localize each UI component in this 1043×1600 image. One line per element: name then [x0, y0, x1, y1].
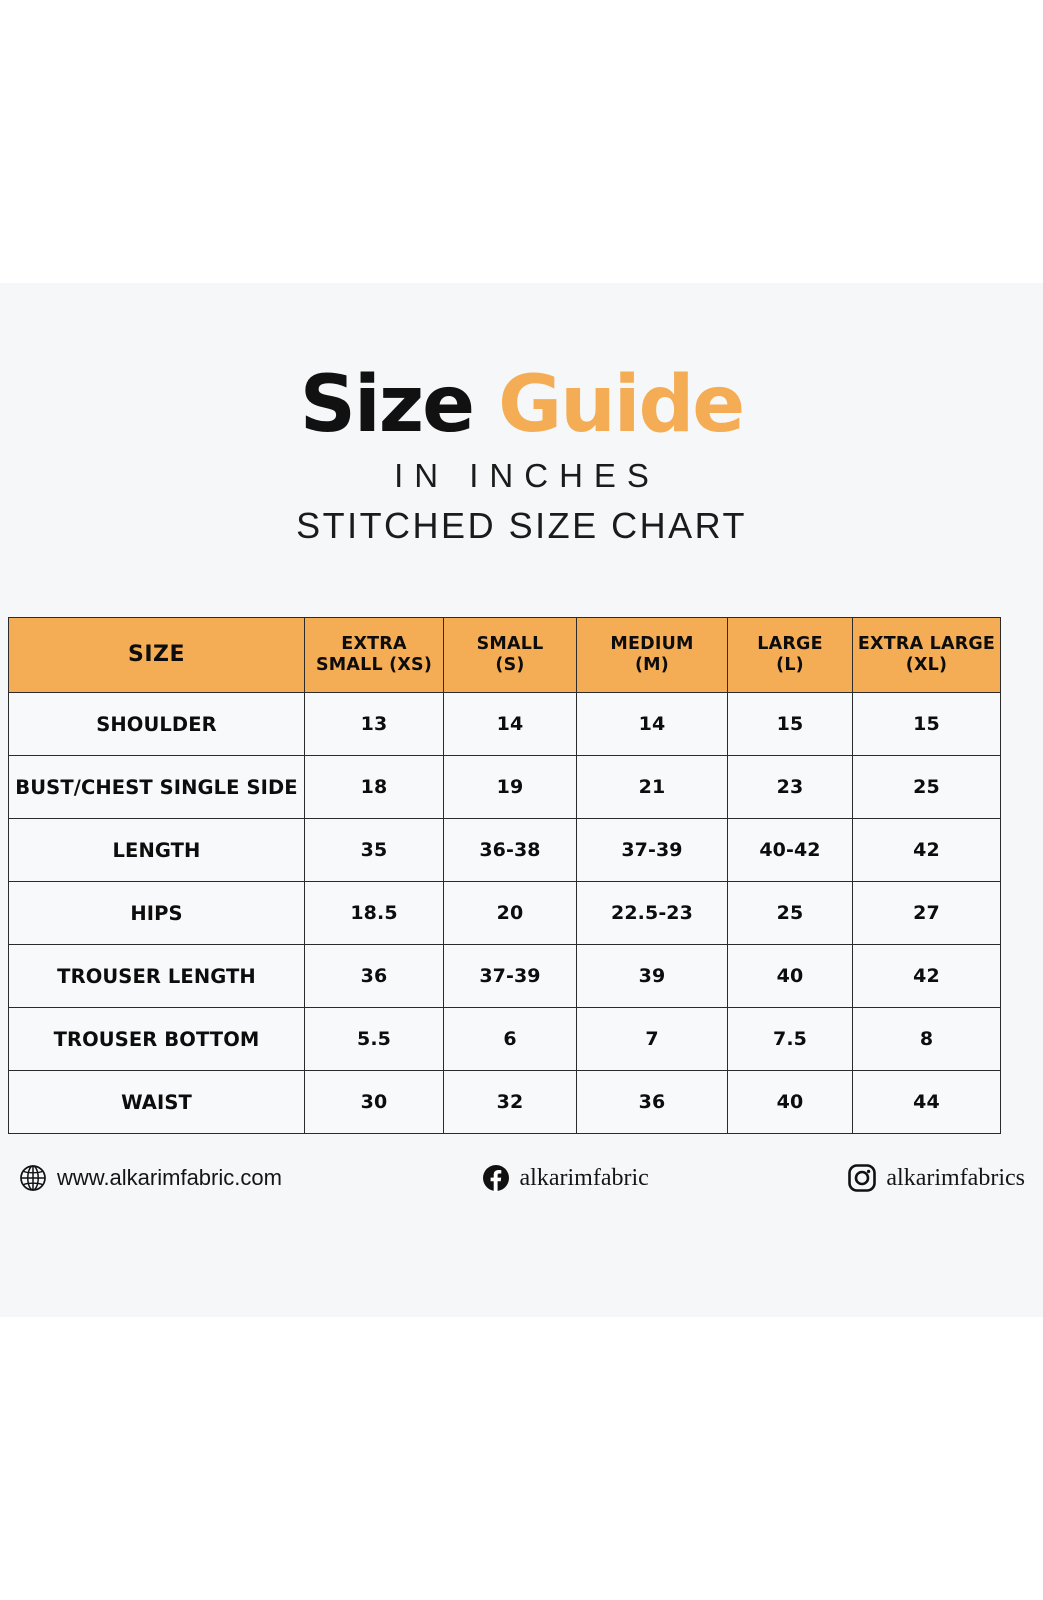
row-label-trouser-length: TROUSER LENGTH	[8, 944, 305, 1008]
cell-shoulder-s: 14	[443, 692, 577, 756]
footer-facebook[interactable]: alkarimfabric	[282, 1163, 847, 1193]
column-header-xl-line1: EXTRA LARGE	[857, 633, 996, 654]
column-header-xs-line1: EXTRA	[341, 633, 407, 654]
row-label-waist: WAIST	[8, 1070, 305, 1134]
cell-length-s: 36-38	[443, 818, 577, 882]
cell-trouser-bottom-l: 7.5	[727, 1007, 853, 1071]
footer-instagram-label: alkarimfabrics	[886, 1164, 1025, 1191]
cell-waist-m: 36	[576, 1070, 728, 1134]
column-header-s: SMALL (S)	[443, 617, 577, 693]
column-header-m-line1: MEDIUM	[610, 633, 694, 654]
cell-trouser-length-m: 39	[576, 944, 728, 1008]
cell-trouser-bottom-s: 6	[443, 1007, 577, 1071]
cell-bust-l: 23	[727, 755, 853, 819]
title-block: Size Guide IN INCHES STITCHED SIZE CHART	[0, 283, 1043, 547]
subtitle-units: IN INCHES	[394, 457, 660, 495]
table-body: SHOULDER 13 14 14 15 15 BUST/CHEST SINGL…	[8, 692, 1001, 1134]
cell-length-m: 37-39	[576, 818, 728, 882]
column-header-size-line1: SIZE	[127, 641, 185, 667]
cell-hips-s: 20	[443, 881, 577, 945]
column-header-xs-line2: SMALL (XS)	[315, 655, 433, 675]
row-label-length: LENGTH	[8, 818, 305, 882]
cell-trouser-length-l: 40	[727, 944, 853, 1008]
cell-bust-xl: 25	[852, 755, 1001, 819]
cell-bust-s: 19	[443, 755, 577, 819]
cell-shoulder-xl: 15	[852, 692, 1001, 756]
size-chart-table-wrapper: SIZE EXTRA SMALL (XS) SMALL (S) MEDIUM (M) …	[8, 617, 1001, 1134]
table-row: TROUSER BOTTOM 5.5 6 7 7.5 8	[8, 1007, 1001, 1071]
row-label-trouser-bottom: TROUSER BOTTOM	[8, 1007, 305, 1071]
column-header-s-line1: SMALL	[476, 633, 544, 654]
table-row: SHOULDER 13 14 14 15 15	[8, 692, 1001, 756]
page-title: Size Guide	[0, 366, 1043, 444]
cell-trouser-length-xs: 36	[304, 944, 444, 1008]
cell-hips-m: 22.5-23	[576, 881, 728, 945]
cell-hips-xs: 18.5	[304, 881, 444, 945]
cell-shoulder-xs: 13	[304, 692, 444, 756]
globe-icon	[18, 1163, 48, 1193]
cell-trouser-length-xl: 42	[852, 944, 1001, 1008]
table-row: TROUSER LENGTH 36 37-39 39 40 42	[8, 944, 1001, 1008]
content-panel: Size Guide IN INCHES STITCHED SIZE CHART…	[0, 283, 1043, 1317]
cell-trouser-bottom-m: 7	[576, 1007, 728, 1071]
footer: www.alkarimfabric.com alkarimfabric	[0, 1163, 1043, 1193]
footer-facebook-label: alkarimfabric	[519, 1164, 649, 1191]
column-header-m: MEDIUM (M)	[576, 617, 728, 693]
column-header-xs: EXTRA SMALL (XS)	[304, 617, 444, 693]
size-chart-table: SIZE EXTRA SMALL (XS) SMALL (S) MEDIUM (M) …	[8, 617, 1001, 1134]
row-label-bust-chest: BUST/CHEST SINGLE SIDE	[8, 755, 305, 819]
footer-instagram[interactable]: alkarimfabrics	[847, 1163, 1025, 1193]
table-row: BUST/CHEST SINGLE SIDE 18 19 21 23 25	[8, 755, 1001, 819]
facebook-icon	[481, 1163, 511, 1193]
cell-hips-xl: 27	[852, 881, 1001, 945]
column-header-l-line1: LARGE	[757, 633, 823, 654]
column-header-xl-line2: (XL)	[905, 655, 948, 675]
table-header-row: SIZE EXTRA SMALL (XS) SMALL (S) MEDIUM (M) …	[8, 617, 1001, 693]
cell-waist-xl: 44	[852, 1070, 1001, 1134]
cell-length-xl: 42	[852, 818, 1001, 882]
cell-waist-xs: 30	[304, 1070, 444, 1134]
table-row: WAIST 30 32 36 40 44	[8, 1070, 1001, 1134]
footer-website-label: www.alkarimfabric.com	[57, 1165, 282, 1190]
table-row: LENGTH 35 36-38 37-39 40-42 42	[8, 818, 1001, 882]
cell-trouser-length-s: 37-39	[443, 944, 577, 1008]
cell-bust-xs: 18	[304, 755, 444, 819]
column-header-l: LARGE (L)	[727, 617, 853, 693]
page-title-guide: Guide	[498, 360, 745, 450]
subtitle-chart: STITCHED SIZE CHART	[296, 505, 747, 547]
cell-length-xs: 35	[304, 818, 444, 882]
cell-bust-m: 21	[576, 755, 728, 819]
footer-website[interactable]: www.alkarimfabric.com	[18, 1163, 282, 1193]
cell-waist-l: 40	[727, 1070, 853, 1134]
table-row: HIPS 18.5 20 22.5-23 25 27	[8, 881, 1001, 945]
column-header-m-line2: (M)	[634, 655, 669, 675]
column-header-s-line2: (S)	[495, 655, 525, 675]
page-title-size: Size	[299, 360, 475, 450]
row-label-hips: HIPS	[8, 881, 305, 945]
cell-waist-s: 32	[443, 1070, 577, 1134]
cell-trouser-bottom-xs: 5.5	[304, 1007, 444, 1071]
cell-length-l: 40-42	[727, 818, 853, 882]
row-label-shoulder: SHOULDER	[8, 692, 305, 756]
cell-shoulder-m: 14	[576, 692, 728, 756]
cell-shoulder-l: 15	[727, 692, 853, 756]
column-header-size: SIZE	[8, 617, 305, 693]
instagram-icon	[847, 1163, 877, 1193]
column-header-l-line2: (L)	[776, 655, 804, 675]
column-header-xl: EXTRA LARGE (XL)	[852, 617, 1001, 693]
table-header: SIZE EXTRA SMALL (XS) SMALL (S) MEDIUM (M) …	[8, 617, 1001, 693]
cell-hips-l: 25	[727, 881, 853, 945]
cell-trouser-bottom-xl: 8	[852, 1007, 1001, 1071]
